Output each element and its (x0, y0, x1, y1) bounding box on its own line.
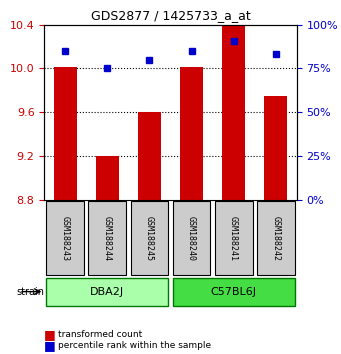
FancyBboxPatch shape (257, 201, 295, 275)
Text: ■: ■ (44, 328, 56, 341)
Text: DBA2J: DBA2J (90, 287, 124, 297)
Bar (264, 96, 287, 200)
Text: strain: strain (16, 287, 44, 297)
Text: GSM188245: GSM188245 (145, 216, 154, 261)
Bar (222, 24, 245, 200)
FancyBboxPatch shape (131, 201, 168, 275)
Bar (138, 112, 161, 200)
Text: percentile rank within the sample: percentile rank within the sample (58, 341, 211, 350)
Bar (180, 67, 203, 200)
FancyBboxPatch shape (89, 201, 127, 275)
Text: GSM188242: GSM188242 (271, 216, 280, 261)
Bar (96, 156, 119, 200)
FancyBboxPatch shape (46, 201, 84, 275)
Text: GSM188241: GSM188241 (229, 216, 238, 261)
Title: GDS2877 / 1425733_a_at: GDS2877 / 1425733_a_at (91, 9, 250, 22)
Text: C57BL6J: C57BL6J (211, 287, 256, 297)
FancyBboxPatch shape (173, 201, 210, 275)
Text: GSM188240: GSM188240 (187, 216, 196, 261)
FancyBboxPatch shape (46, 278, 168, 307)
Text: GSM188243: GSM188243 (61, 216, 70, 261)
FancyBboxPatch shape (173, 278, 295, 307)
Text: transformed count: transformed count (58, 330, 142, 339)
Text: ■: ■ (44, 339, 56, 352)
Bar (54, 67, 77, 200)
Text: GSM188244: GSM188244 (103, 216, 112, 261)
FancyBboxPatch shape (215, 201, 253, 275)
